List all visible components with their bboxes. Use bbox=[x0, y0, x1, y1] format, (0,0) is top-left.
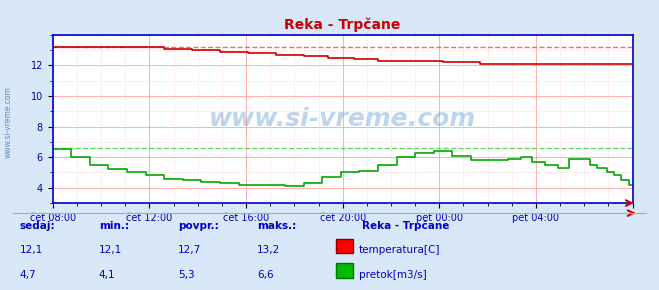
Text: 6,6: 6,6 bbox=[257, 270, 273, 280]
Text: temperatura[C]: temperatura[C] bbox=[359, 245, 441, 255]
Text: Reka - Trpčane: Reka - Trpčane bbox=[362, 221, 450, 231]
Text: 4,7: 4,7 bbox=[20, 270, 36, 280]
Text: 12,1: 12,1 bbox=[20, 245, 43, 255]
Text: www.si-vreme.com: www.si-vreme.com bbox=[3, 86, 13, 158]
Text: min.:: min.: bbox=[99, 221, 129, 231]
FancyBboxPatch shape bbox=[336, 239, 353, 253]
Title: Reka - Trpčane: Reka - Trpčane bbox=[285, 18, 401, 32]
Text: 12,7: 12,7 bbox=[178, 245, 201, 255]
Text: 5,3: 5,3 bbox=[178, 270, 194, 280]
FancyBboxPatch shape bbox=[336, 263, 353, 278]
Text: www.si-vreme.com: www.si-vreme.com bbox=[209, 107, 476, 131]
Text: pretok[m3/s]: pretok[m3/s] bbox=[359, 270, 427, 280]
Text: sedaj:: sedaj: bbox=[20, 221, 55, 231]
Text: povpr.:: povpr.: bbox=[178, 221, 219, 231]
Text: 13,2: 13,2 bbox=[257, 245, 280, 255]
Text: 4,1: 4,1 bbox=[99, 270, 115, 280]
Text: maks.:: maks.: bbox=[257, 221, 297, 231]
Text: 12,1: 12,1 bbox=[99, 245, 122, 255]
